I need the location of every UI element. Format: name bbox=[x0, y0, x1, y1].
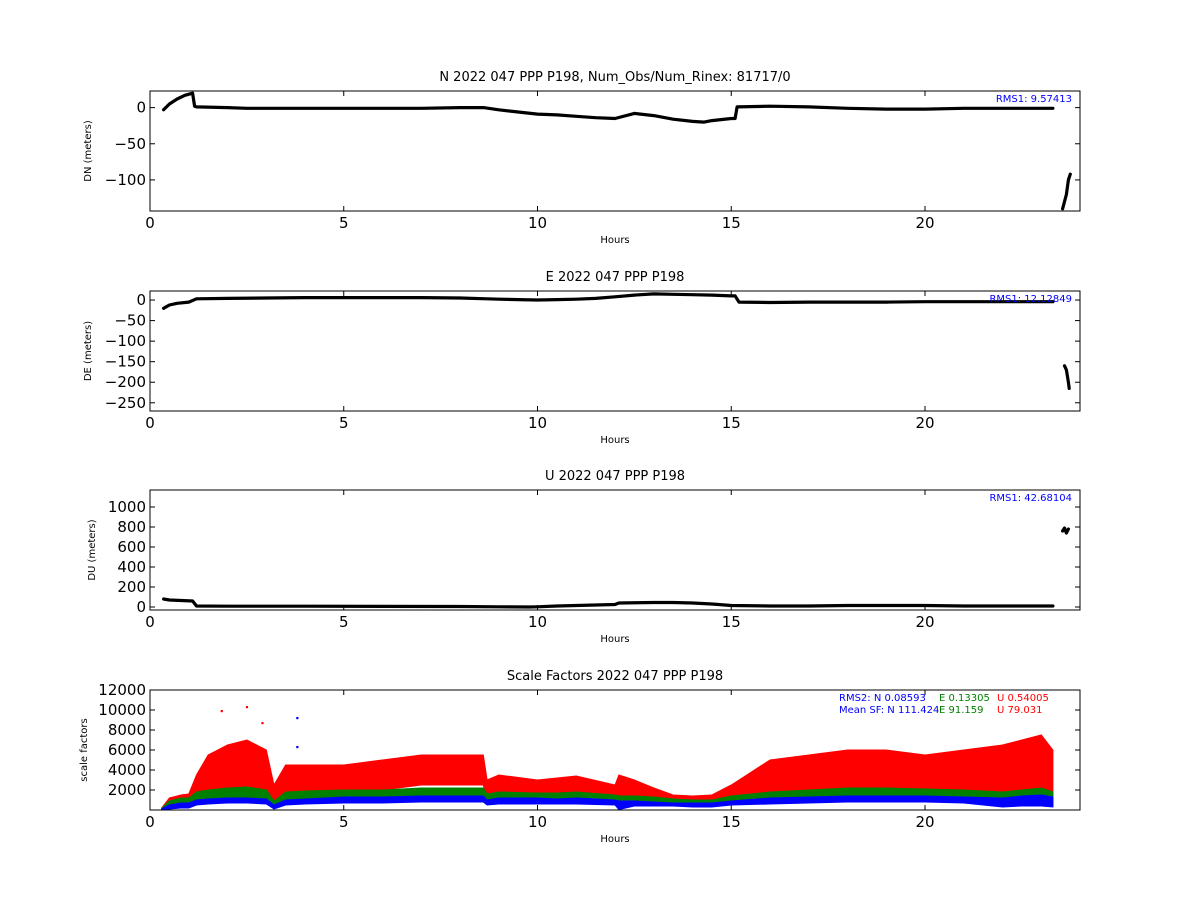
x-axis-label: Hours bbox=[600, 235, 629, 246]
y-tick-label: 400 bbox=[117, 558, 146, 576]
x-axis-label: Hours bbox=[600, 834, 629, 845]
plot-area bbox=[161, 706, 1054, 810]
chart-title: E 2022 047 PPP P198 bbox=[546, 270, 685, 285]
outlier-point-2 bbox=[245, 706, 249, 709]
outlier-point-4 bbox=[296, 717, 299, 720]
x-tick-label: 20 bbox=[915, 813, 934, 831]
x-tick-label: 10 bbox=[528, 414, 547, 432]
x-tick-label: 20 bbox=[915, 613, 934, 631]
plot-area bbox=[162, 91, 1072, 211]
axes-frame bbox=[149, 290, 1081, 412]
y-tick-label: −50 bbox=[114, 135, 146, 153]
y-tick-label: −200 bbox=[105, 373, 146, 391]
y-tick-label: 0 bbox=[136, 598, 146, 616]
plot-area bbox=[162, 292, 1071, 390]
panel-4: 0 5 10 15 20 2000 4000 6000 8000 10000 12000 Scale … bbox=[79, 669, 1081, 845]
y-tick-label: 800 bbox=[117, 518, 146, 536]
x-axis-label: Hours bbox=[600, 634, 629, 645]
x-tick-label: 5 bbox=[339, 613, 349, 631]
panel-1: 0 5 10 15 20 0 −50 −100 N 2022 047 PPP P198, Num… bbox=[83, 70, 1081, 246]
y-tick-label: −50 bbox=[114, 312, 146, 330]
x-tick-label: 15 bbox=[722, 414, 741, 432]
series-line-1 bbox=[162, 91, 1055, 124]
series-line-2 bbox=[1060, 526, 1071, 535]
mean-sf-u-label: U 79.031 bbox=[997, 705, 1043, 716]
x-tick-label: 0 bbox=[145, 214, 155, 232]
plot-area bbox=[162, 526, 1071, 609]
y-tick-label: 10000 bbox=[98, 701, 146, 719]
y-tick-label: 0 bbox=[136, 291, 146, 309]
y-axis-label: DE (meters) bbox=[83, 321, 94, 381]
y-axis-label: DU (meters) bbox=[87, 519, 98, 580]
chart-title: U 2022 047 PPP P198 bbox=[545, 469, 685, 484]
y-axis-label: scale factors bbox=[79, 718, 90, 781]
y-tick-label: 2000 bbox=[108, 781, 146, 799]
x-tick-label: 20 bbox=[915, 414, 934, 432]
series-line-1 bbox=[162, 292, 1055, 310]
outlier-point-5 bbox=[296, 746, 299, 749]
y-tick-label: 1000 bbox=[108, 498, 146, 516]
outlier-point-1 bbox=[220, 710, 223, 713]
y-axis-label: DN (meters) bbox=[83, 120, 94, 182]
y-tick-label: −250 bbox=[105, 394, 146, 412]
x-tick-label: 0 bbox=[145, 613, 155, 631]
y-tick-label: 8000 bbox=[108, 721, 146, 739]
x-tick-label: 15 bbox=[722, 214, 741, 232]
axes-frame bbox=[149, 489, 1081, 611]
y-tick-label: 6000 bbox=[108, 741, 146, 759]
x-tick-label: 10 bbox=[528, 214, 547, 232]
outlier-point-3 bbox=[261, 722, 264, 725]
mean-sf-n-label: Mean SF: N 111.424 bbox=[839, 705, 939, 716]
x-axis-label: Hours bbox=[600, 435, 629, 446]
rms-annotation: RMS1: 12.12849 bbox=[989, 294, 1072, 305]
x-tick-label: 0 bbox=[145, 414, 155, 432]
y-tick-label: 0 bbox=[136, 99, 146, 117]
x-tick-label: 5 bbox=[339, 214, 349, 232]
chart-title: Scale Factors 2022 047 PPP P198 bbox=[507, 669, 723, 684]
x-tick-label: 5 bbox=[339, 813, 349, 831]
x-tick-label: 10 bbox=[528, 613, 547, 631]
x-tick-label: 0 bbox=[145, 813, 155, 831]
x-tick-label: 5 bbox=[339, 414, 349, 432]
x-tick-label: 15 bbox=[722, 613, 741, 631]
chart-title: N 2022 047 PPP P198, Num_Obs/Num_Rinex: … bbox=[439, 70, 790, 85]
y-tick-label: 200 bbox=[117, 578, 146, 596]
panel-2: 0 5 10 15 20 0 −50 −100 −150 −200 −250 E 2022 047 P… bbox=[83, 270, 1081, 446]
rms2-n-label: RMS2: N 0.08593 bbox=[839, 693, 926, 704]
series-line-2 bbox=[1062, 364, 1071, 390]
y-tick-label: 4000 bbox=[108, 761, 146, 779]
x-tick-label: 15 bbox=[722, 813, 741, 831]
series-line-2 bbox=[1060, 172, 1072, 211]
series-line-1 bbox=[162, 597, 1055, 609]
rms-annotation: RMS1: 42.68104 bbox=[989, 493, 1072, 504]
series-band-N bbox=[161, 794, 1054, 810]
rms2-e-label: E 0.13305 bbox=[939, 693, 990, 704]
x-tick-label: 20 bbox=[915, 214, 934, 232]
x-tick-label: 10 bbox=[528, 813, 547, 831]
rms2-u-label: U 0.54005 bbox=[997, 693, 1049, 704]
y-tick-label: −100 bbox=[105, 171, 146, 189]
rms-annotation: RMS1: 9.57413 bbox=[996, 94, 1072, 105]
y-tick-label: −150 bbox=[105, 353, 146, 371]
y-tick-label: 12000 bbox=[98, 681, 146, 699]
mean-sf-e-label: E 91.159 bbox=[939, 705, 984, 716]
y-tick-label: 600 bbox=[117, 538, 146, 556]
y-tick-label: −100 bbox=[105, 332, 146, 350]
axes-frame bbox=[149, 90, 1081, 212]
